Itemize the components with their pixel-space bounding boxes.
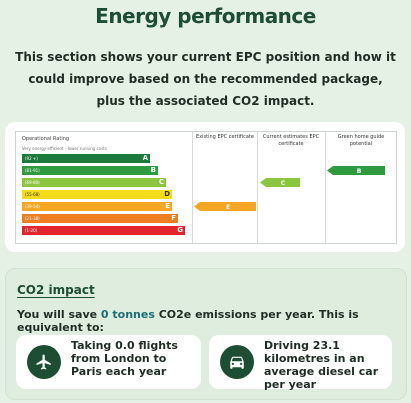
operational-rating-label: Operational Rating [22,136,70,142]
green-potential-rating-marker: B [327,166,385,175]
flights-equivalent-text: Taking 0.0 flights from London to Paris … [71,339,178,378]
band-letter: E [165,202,170,210]
column-header-current-estimate: Current estimates EPC certificate [262,134,320,147]
intro-text: This section shows your current EPC posi… [15,50,396,108]
band-g: (1-20) G [22,226,185,235]
co2-heading: CO2 impact [17,283,95,297]
driving-equivalent-card: Driving 23.1 kilometres in an average di… [209,335,392,391]
driving-equivalent-text: Driving 23.1 kilometres in an average di… [264,339,379,391]
band-b: (81-91) B [22,166,158,175]
band-range: (1-20) [25,228,38,233]
column-divider [257,132,258,243]
scale-note: Very energy efficient - lower running co… [22,146,107,151]
page-title: Energy performance [95,4,316,28]
band-c: (69-80) C [22,178,166,187]
flights-equivalent-card: Taking 0.0 flights from London to Paris … [16,335,201,389]
band-letter: B [150,166,156,174]
car-icon-badge [220,345,254,379]
band-range: (39-54) [25,204,40,209]
airplane-icon-badge [27,345,61,379]
co2-card: CO2 impact You will save 0 tonnes CO2e e… [5,268,407,400]
svg-text:B: B [357,168,362,175]
column-header-green-potential: Green home guide potential [337,134,385,147]
band-letter: A [142,154,148,162]
band-letter: C [158,178,164,186]
existing-rating-marker: E [194,202,256,211]
band-d: (55-68) D [22,190,172,199]
band-range: (21-38) [25,216,40,221]
band-range: (55-68) [25,192,40,197]
epc-rating-chart: Operational Rating Very energy efficient… [15,131,397,244]
band-letter: D [164,190,170,198]
column-divider [192,132,193,243]
svg-text:E: E [226,204,230,211]
band-letter: F [171,214,176,222]
band-e: (39-54) E [22,202,172,211]
current-estimate-rating-marker: C [260,178,300,187]
band-range: (69-80) [25,180,40,185]
airplane-icon [36,354,51,370]
co2-summary-suffix: CO2e emissions per year. This is equival… [17,308,359,334]
band-f: (21-38) F [22,214,178,223]
co2-saving-value: 0 tonnes [100,308,155,321]
car-icon [230,356,244,369]
epc-card: Operational Rating Very energy efficient… [5,122,405,252]
co2-summary-prefix: You will save [17,308,101,321]
co2-summary: You will save 0 tonnes CO2e emissions pe… [17,308,406,334]
band-letter: G [177,226,183,234]
band-range: (92 +) [25,156,38,161]
column-header-existing: Existing EPC certificate [196,134,254,140]
svg-text:C: C [281,180,286,187]
band-a: (92 +) A [22,154,150,163]
column-divider [325,132,326,243]
band-range: (81-91) [25,168,40,173]
